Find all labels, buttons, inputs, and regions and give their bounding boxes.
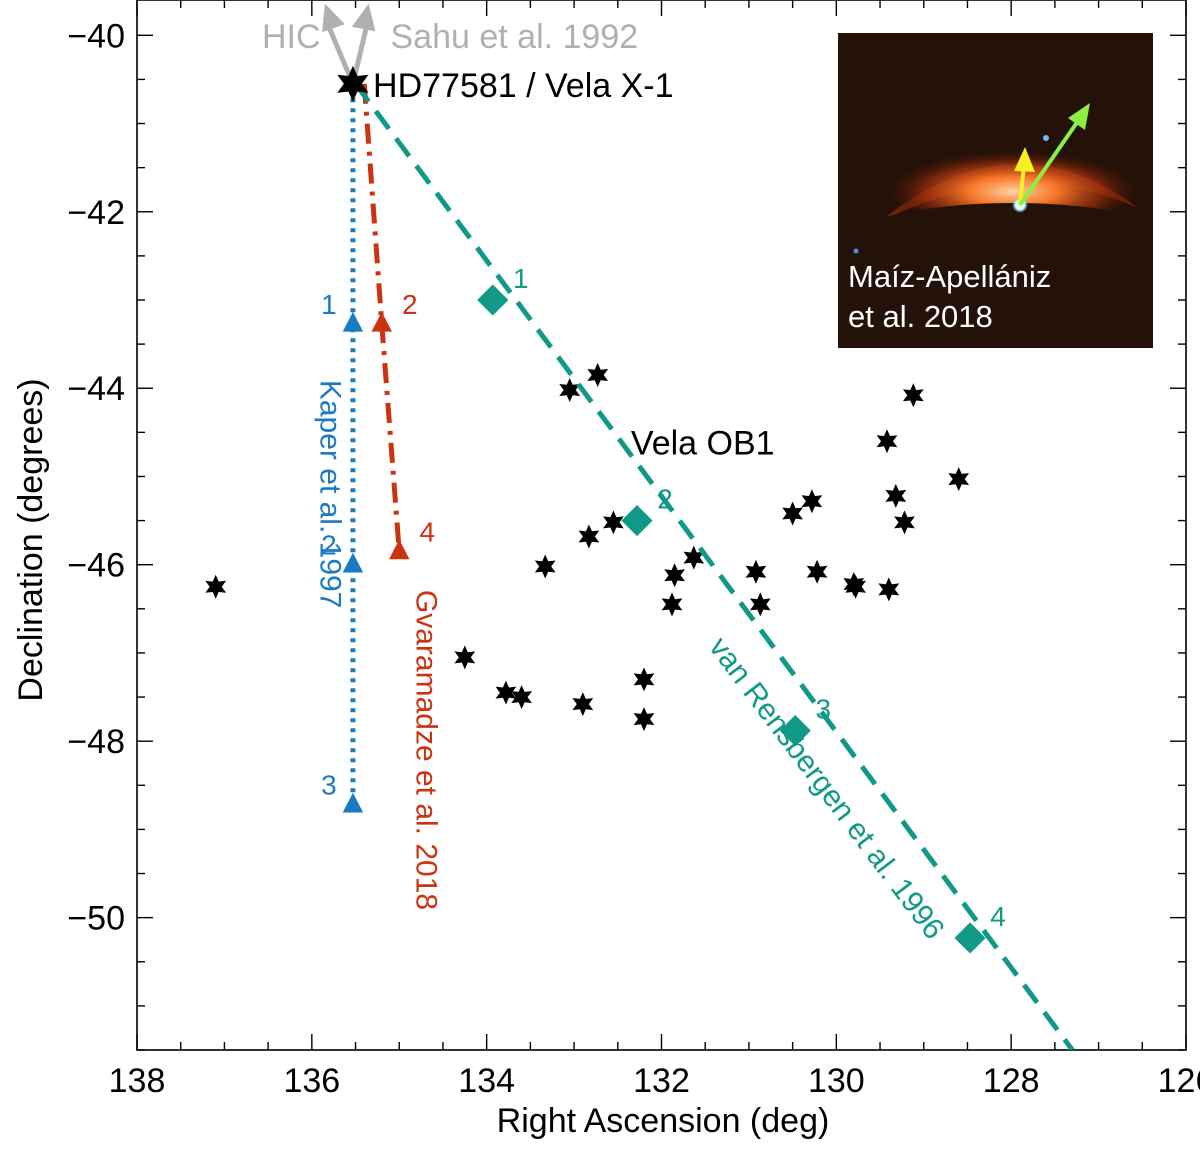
inset-arrowhead-green	[1068, 103, 1090, 130]
kaper-point-label: 1	[321, 289, 337, 320]
hic-label: HIC	[262, 18, 321, 56]
y-tick-label: −40	[67, 17, 125, 55]
y-tick-label: −44	[67, 370, 125, 408]
ob-star	[603, 510, 624, 535]
track-marker	[621, 505, 653, 537]
x-tick-label: 136	[283, 1062, 340, 1100]
x-tick-label: 128	[983, 1062, 1040, 1100]
bow-shock-mask	[838, 203, 1153, 323]
x-tick-label: 134	[458, 1062, 515, 1100]
ob-star	[578, 524, 600, 549]
y-tick-label: −50	[67, 900, 125, 938]
x-tick-label: 138	[109, 1062, 166, 1100]
proper-motion-arrowhead	[322, 3, 345, 33]
inset-content	[838, 103, 1153, 323]
ob-star	[902, 383, 924, 408]
vanrensbergen-point-label: 2	[657, 484, 673, 515]
ob-star	[749, 592, 771, 617]
field-star	[853, 248, 859, 254]
ob-star	[572, 692, 594, 717]
ob-star	[534, 554, 556, 579]
ob-star	[454, 645, 476, 670]
ob-star	[878, 577, 900, 602]
ob-star	[806, 559, 828, 584]
track-marker	[342, 552, 364, 573]
ob-star	[845, 574, 866, 599]
ob-star	[633, 667, 655, 692]
ob-star	[876, 429, 898, 454]
track-marker	[954, 922, 986, 954]
ob-star	[948, 467, 970, 492]
track-marker	[342, 792, 364, 813]
inset-arrowhead-yellow	[1014, 147, 1035, 172]
track-line	[353, 82, 1075, 1050]
source-star	[337, 65, 369, 102]
inset-image: Maíz-Apellániz et al. 2018	[838, 33, 1153, 348]
y-tick-label: −42	[67, 194, 125, 232]
ob-star	[782, 501, 803, 526]
x-tick-label: 132	[633, 1062, 690, 1100]
x-tick-label: 130	[808, 1062, 865, 1100]
track-marker	[477, 284, 509, 316]
y-tick-label: −46	[67, 547, 125, 585]
y-axis-title: Declination (degrees)	[12, 378, 50, 701]
x-tick-label: 126	[1158, 1062, 1200, 1100]
x-axis-title: Right Ascension (deg)	[497, 1102, 830, 1140]
bow-shock	[883, 141, 1143, 225]
ob-star	[495, 680, 517, 705]
ob-star	[661, 592, 683, 617]
plot-frame: 138136134132130128126−40−42−44−46−48−50	[67, 0, 1200, 1100]
track-marker	[371, 311, 392, 332]
ob-star	[511, 685, 532, 710]
vanrensbergen-track-label: van Rensbergen et al. 1996	[702, 631, 950, 945]
ob-star	[801, 489, 823, 514]
ob-star	[633, 707, 655, 732]
kaper-point-label: 3	[321, 770, 337, 801]
vanrensbergen-point-label: 4	[990, 901, 1006, 932]
ob-star	[683, 545, 705, 570]
y-tick-label: −48	[67, 723, 125, 761]
inset-caption-line2: et al. 2018	[848, 299, 993, 334]
gvaramadze-point-label: 2	[402, 289, 418, 320]
plot-area	[205, 3, 1075, 1050]
gvaramadze-point-label: 4	[419, 516, 435, 547]
inset-arrow-green	[1018, 119, 1080, 207]
track-marker	[389, 539, 410, 560]
ob-star	[745, 559, 767, 584]
source-label: HD77581 / Vela X-1	[373, 67, 674, 105]
ob-star	[559, 378, 581, 402]
track-marker	[342, 311, 364, 332]
vanrensbergen-point-label: 1	[513, 263, 529, 294]
association-label: Vela OB1	[631, 424, 775, 462]
ob-star	[885, 483, 907, 508]
ob-star	[894, 510, 915, 535]
field-star	[1043, 135, 1049, 141]
kaper-point-label: 2	[321, 530, 337, 561]
ob-star	[587, 363, 609, 387]
inset-arrow-yellow	[1018, 164, 1026, 206]
inset-caption-line1: Maíz-Apellániz	[848, 259, 1051, 294]
sahu-label: Sahu et al. 1992	[391, 18, 639, 56]
gvaramadze-track-label: Gvaramadze et al. 2018	[410, 590, 443, 910]
ob-star	[205, 574, 227, 599]
vanrensbergen-point-label: 3	[815, 694, 831, 725]
ob-star	[664, 563, 685, 588]
proper-motion-arrowhead	[351, 3, 376, 32]
kaper-track-label: Kaper et al. 1997	[314, 380, 347, 609]
